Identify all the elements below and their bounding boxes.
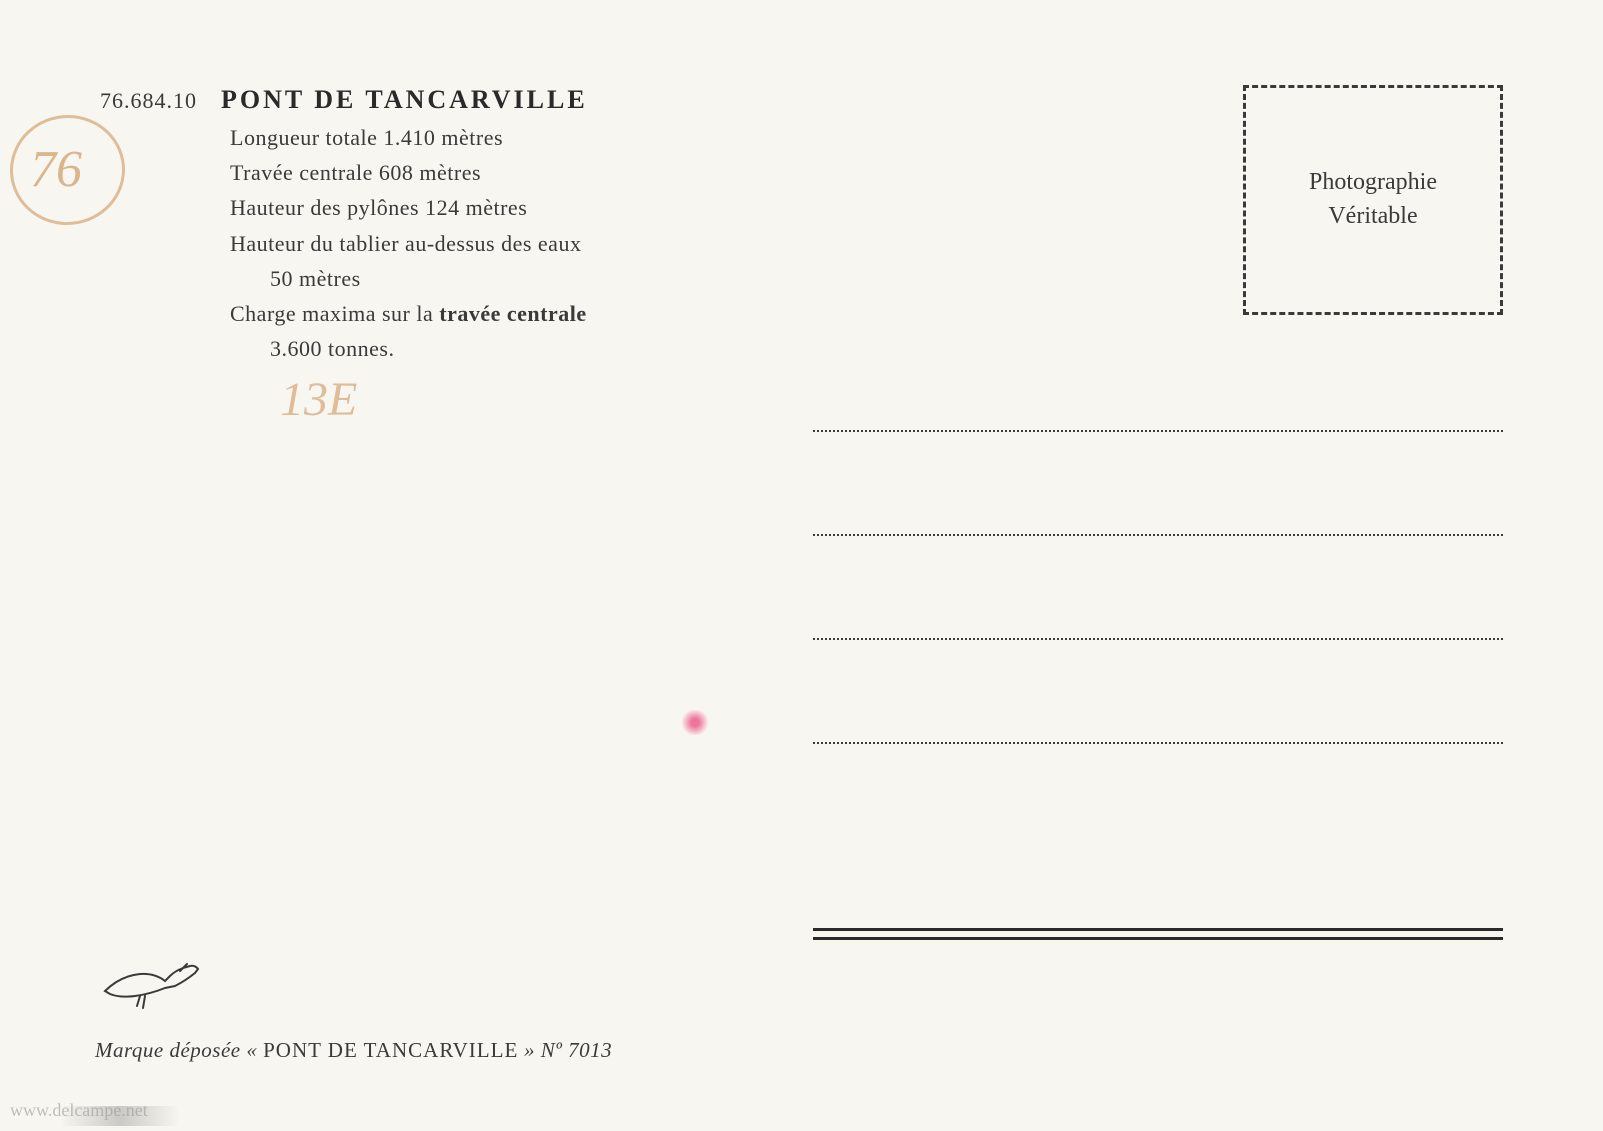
trademark-name: PONT DE TANCARVILLE — [263, 1038, 518, 1062]
spec-load-bold2: centrale — [507, 301, 587, 326]
handwritten-price: 13E — [280, 372, 357, 427]
address-line-2 — [813, 534, 1503, 536]
center-vertical-text: Le Pont de Tancarville, concédé à la Cha… — [775, 0, 867, 118]
double-line-separator — [813, 928, 1503, 946]
postcard-back: 76.684.10 PONT DE TANCARVILLE Longueur t… — [0, 0, 1603, 1131]
trademark-suffix: » Nº 7013 — [518, 1038, 612, 1062]
stamp-placeholder: Photographie Véritable — [1243, 85, 1503, 315]
spec-load-bold1: travée — [439, 301, 501, 326]
stork-logo-icon — [95, 946, 215, 1016]
pink-stain-mark — [680, 710, 710, 735]
spec-max-load: Charge maxima sur la travée centrale — [230, 296, 587, 331]
trademark-text: Marque déposée « PONT DE TANCARVILLE » N… — [95, 1038, 612, 1063]
spec-deck-height: Hauteur du tablier au-dessus des eaux — [230, 226, 587, 261]
reference-number: 76.684.10 — [100, 88, 197, 113]
stamp-text-2: Véritable — [1328, 200, 1417, 234]
trademark-prefix: Marque déposée « — [95, 1038, 263, 1062]
center-line-1: Le Pont de Tancarville, concédé à la Cha… — [775, 0, 806, 118]
spec-length: Longueur totale 1.410 mètres — [230, 120, 587, 155]
spec-load-text: Charge maxima sur la — [230, 301, 439, 326]
spec-max-load-value: 3.600 tonnes. — [230, 331, 587, 366]
address-line-4 — [813, 742, 1503, 744]
header-section: 76.684.10 PONT DE TANCARVILLE — [100, 85, 588, 115]
spec-span: Travée centrale 608 mètres — [230, 155, 587, 190]
center-line-3: Ed. « La Cigogne » – ROUEN – (Excl. Fab.… — [836, 0, 867, 118]
postcard-title: PONT DE TANCARVILLE — [221, 85, 588, 114]
address-lines-section — [813, 430, 1503, 846]
handwritten-number-76: 76 — [30, 140, 82, 199]
spec-pylon-height: Hauteur des pylônes 124 mètres — [230, 190, 587, 225]
specifications-block: Longueur totale 1.410 mètres Travée cent… — [230, 120, 587, 366]
solid-line-1 — [813, 928, 1503, 931]
address-line-1 — [813, 430, 1503, 432]
stamp-text-1: Photographie — [1309, 166, 1437, 200]
watermark-text: www.delcampe.net — [10, 1100, 148, 1121]
address-line-3 — [813, 638, 1503, 640]
center-line-2: Cliché S.A.C.T.A.N. – Reproduction inter… — [806, 0, 837, 118]
spec-deck-height-value: 50 mètres — [230, 261, 587, 296]
solid-line-2 — [813, 937, 1503, 940]
